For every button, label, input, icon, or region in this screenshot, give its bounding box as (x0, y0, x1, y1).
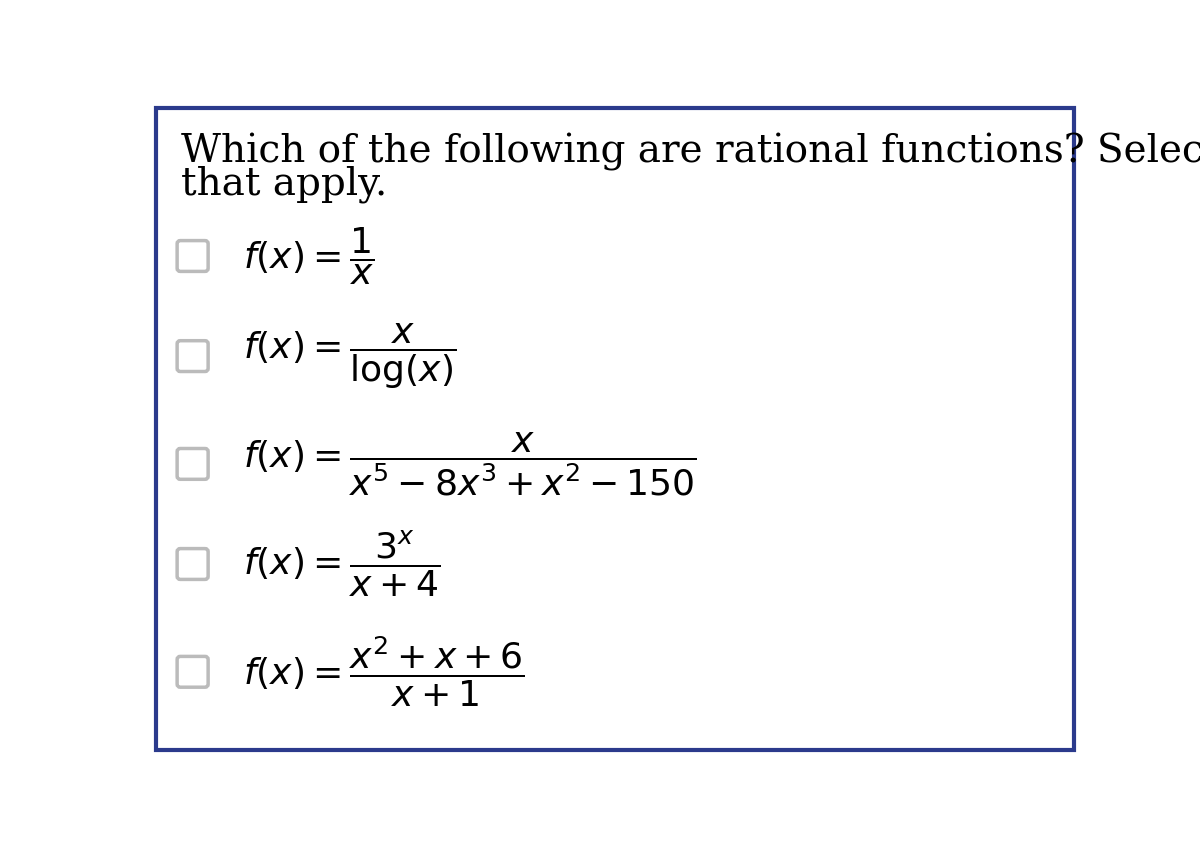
FancyBboxPatch shape (178, 341, 208, 371)
Text: that apply.: that apply. (181, 165, 388, 202)
FancyBboxPatch shape (178, 656, 208, 687)
FancyBboxPatch shape (178, 449, 208, 479)
Text: $f(x) = \dfrac{1}{x}$: $f(x) = \dfrac{1}{x}$ (242, 225, 374, 286)
Text: $f(x) = \dfrac{x^2 + x + 6}{x + 1}$: $f(x) = \dfrac{x^2 + x + 6}{x + 1}$ (242, 635, 524, 709)
FancyBboxPatch shape (178, 548, 208, 580)
Text: $f(x) = \dfrac{x}{\log(x)}$: $f(x) = \dfrac{x}{\log(x)}$ (242, 321, 456, 391)
Text: $f(x) = \dfrac{x}{x^5 - 8x^3 + x^2 - 150}$: $f(x) = \dfrac{x}{x^5 - 8x^3 + x^2 - 150… (242, 430, 697, 497)
Text: $f(x) = \dfrac{3^x}{x + 4}$: $f(x) = \dfrac{3^x}{x + 4}$ (242, 529, 440, 599)
FancyBboxPatch shape (178, 241, 208, 271)
Text: Which of the following are rational functions? Select all: Which of the following are rational func… (181, 133, 1200, 171)
FancyBboxPatch shape (156, 108, 1074, 751)
